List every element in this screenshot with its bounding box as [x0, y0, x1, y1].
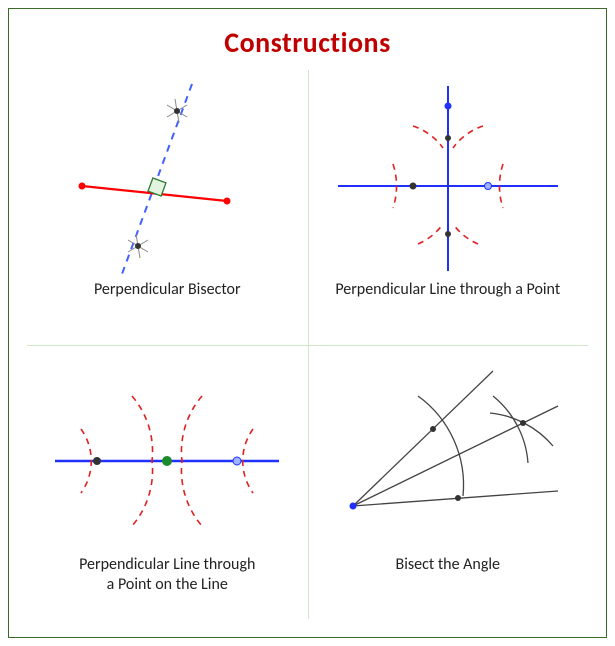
figure-perpendicular-through-point — [318, 76, 578, 276]
figure-perpendicular-bisector — [37, 76, 297, 276]
cell-perpendicular-through-point: Perpendicular Line through a Point — [308, 70, 589, 345]
figure-grid: Perpendicular Bisector Perpendicular Lin… — [27, 70, 588, 619]
cell-perpendicular-on-line: Perpendicular Line througha Point on the… — [27, 345, 308, 620]
separator-horizontal — [27, 345, 588, 346]
caption-q3: Perpendicular Line througha Point on the… — [79, 555, 255, 595]
caption-q1: Perpendicular Bisector — [94, 280, 241, 300]
cell-bisect-angle: Bisect the Angle — [308, 345, 589, 620]
figure-perpendicular-on-line — [37, 351, 297, 551]
caption-q4: Bisect the Angle — [395, 555, 500, 575]
caption-q2: Perpendicular Line through a Point — [335, 280, 560, 300]
cell-perpendicular-bisector: Perpendicular Bisector — [27, 70, 308, 345]
figure-bisect-angle — [318, 351, 578, 551]
constructions-card: Constructions Perpendicular Bisector Per… — [8, 8, 607, 638]
page-title: Constructions — [27, 25, 588, 60]
